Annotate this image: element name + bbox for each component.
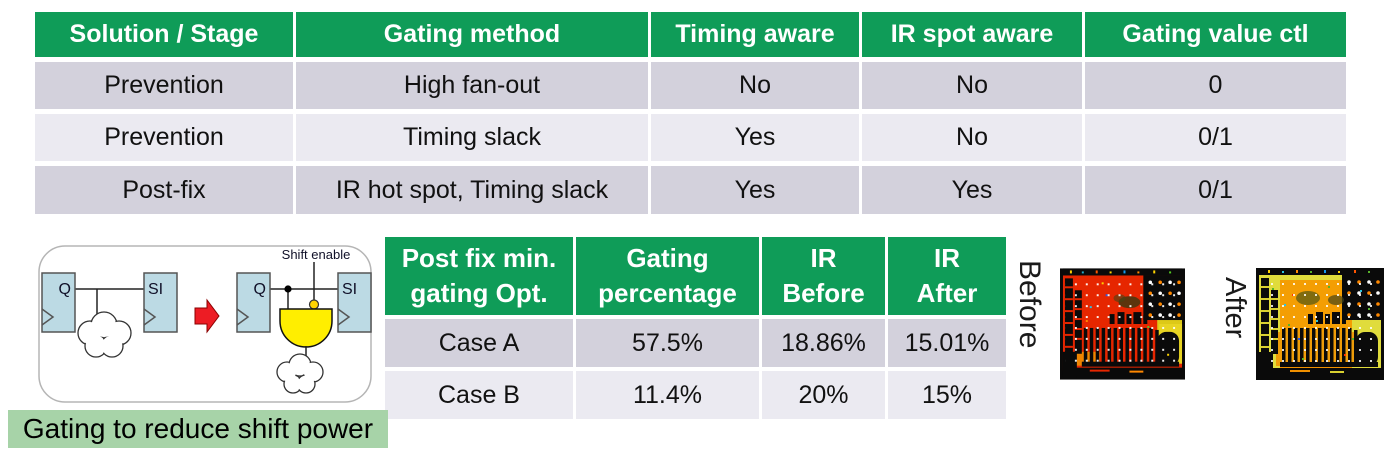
table2-header-ir-before: IR Before xyxy=(762,237,885,315)
clock-triangle-icon xyxy=(236,308,250,326)
ir-heatmap-after xyxy=(1256,268,1384,380)
gating-methods-table: Solution / Stage Gating method Timing aw… xyxy=(35,12,1346,214)
q-port-label: Q xyxy=(254,281,266,298)
flipflop-dest-left xyxy=(143,272,178,333)
table2-header-post-fix-line1: Post fix min. xyxy=(401,243,557,273)
clock-triangle-icon xyxy=(337,308,351,326)
table1-cell-r0c1: High fan-out xyxy=(296,62,648,109)
table2-cell-r1c2: 20% xyxy=(762,371,885,419)
wire-junction-dot xyxy=(284,285,292,293)
clock-triangle-icon xyxy=(41,308,55,326)
table1-header-ir-spot-aware: IR spot aware xyxy=(862,12,1082,57)
table1-header-timing-aware: Timing aware xyxy=(651,12,859,57)
table2-header-ir-before-line2: Before xyxy=(782,278,865,308)
table2-cell-r1c1: 11.4% xyxy=(576,371,759,419)
flipflop-source-left xyxy=(41,272,76,333)
diagram-caption: Gating to reduce shift power xyxy=(8,410,388,448)
table2-header-ir-before-line1: IR xyxy=(810,243,837,273)
table1-cell-r1c4: 0/1 xyxy=(1085,114,1346,161)
table2-header-post-fix-line2: gating Opt. xyxy=(410,278,548,308)
shift-enable-label: Shift enable xyxy=(282,247,351,262)
table1-cell-r1c1: Timing slack xyxy=(296,114,648,161)
logic-cloud xyxy=(77,311,132,358)
table2-header-gating-line2: percentage xyxy=(598,278,737,308)
table2-header-ir-after: IR After xyxy=(888,237,1006,315)
table2-cell-r0c2: 18.86% xyxy=(762,319,885,367)
arrow-right-icon xyxy=(194,298,220,334)
table2-cell-r1c3: 15% xyxy=(888,371,1006,419)
table1-cell-r2c3: Yes xyxy=(862,166,1082,214)
si-port-label: SI xyxy=(148,281,163,298)
table2-cell-r0c3: 15.01% xyxy=(888,319,1006,367)
clock-triangle-icon xyxy=(143,308,157,326)
table1-cell-r1c0: Prevention xyxy=(35,114,293,161)
table1-cell-r2c4: 0/1 xyxy=(1085,166,1346,214)
table1-cell-r1c3: No xyxy=(862,114,1082,161)
post-fix-results-table: Post fix min. gating Opt. Gating percent… xyxy=(385,237,1006,419)
table1-cell-r2c0: Post-fix xyxy=(35,166,293,214)
q-port-label: Q xyxy=(59,281,71,298)
table2-header-ir-after-line2: After xyxy=(916,278,978,308)
inverter-bubble xyxy=(308,299,320,310)
after-label: After xyxy=(1219,277,1251,339)
table2-cell-r1c0: Case B xyxy=(385,371,573,419)
table1-header-solution-stage: Solution / Stage xyxy=(35,12,293,57)
table1-cell-r0c3: No xyxy=(862,62,1082,109)
table1-header-gating-value-ctl: Gating value ctl xyxy=(1085,12,1346,57)
table1-header-gating-method: Gating method xyxy=(296,12,648,57)
table2-cell-r0c0: Case A xyxy=(385,319,573,367)
ir-heatmap-before xyxy=(1060,268,1185,380)
si-port-label: SI xyxy=(342,281,357,298)
before-label: Before xyxy=(1013,260,1046,349)
table1-cell-r0c4: 0 xyxy=(1085,62,1346,109)
flipflop-source-right xyxy=(236,272,271,333)
table1-cell-r0c2: No xyxy=(651,62,859,109)
table1-cell-r2c1: IR hot spot, Timing slack xyxy=(296,166,648,214)
table2-header-gating-percentage: Gating percentage xyxy=(576,237,759,315)
table1-cell-r0c0: Prevention xyxy=(35,62,293,109)
table1-cell-r1c2: Yes xyxy=(651,114,859,161)
table2-cell-r0c1: 57.5% xyxy=(576,319,759,367)
flipflop-dest-right xyxy=(337,272,372,333)
and-gate xyxy=(279,308,333,348)
shift-gating-diagram: Q SI Q SI Shift enable xyxy=(38,245,372,403)
table2-header-ir-after-line1: IR xyxy=(934,243,960,273)
logic-cloud xyxy=(276,353,324,394)
table2-header-gating-line1: Gating xyxy=(626,243,709,273)
table2-header-post-fix: Post fix min. gating Opt. xyxy=(385,237,573,315)
table1-cell-r2c2: Yes xyxy=(651,166,859,214)
